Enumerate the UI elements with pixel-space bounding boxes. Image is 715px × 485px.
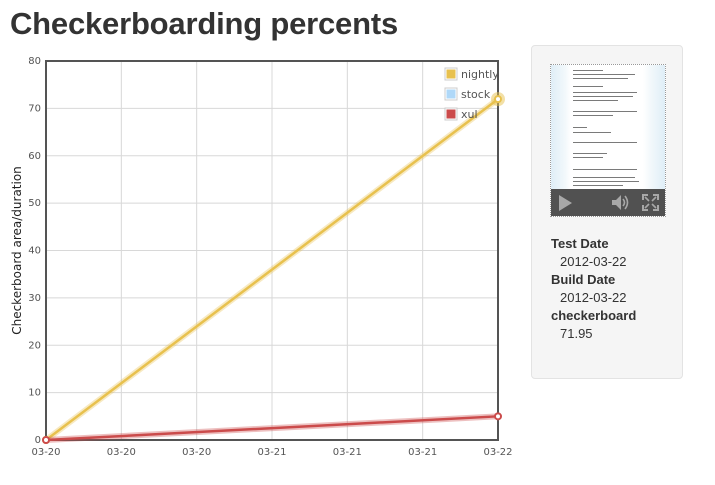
- video-frame-line: [573, 153, 607, 154]
- x-tick-label: 03-21: [257, 447, 286, 458]
- page-title: Checkerboarding percents: [10, 6, 398, 41]
- x-tick-label: 03-22: [483, 447, 512, 458]
- video-frame-line: [573, 169, 637, 170]
- series-line-xul: [45, 415, 499, 442]
- chart-grid: [45, 60, 499, 441]
- video-frame-line: [573, 78, 628, 79]
- test-date-label: Test Date: [551, 236, 609, 251]
- legend-swatch-stock: [446, 89, 456, 99]
- video-frame-line: [573, 185, 623, 186]
- video-frame-line: [573, 177, 635, 178]
- video-frame-line: [573, 181, 639, 182]
- video-player[interactable]: [550, 64, 666, 217]
- y-tick-label: 40: [28, 246, 41, 257]
- y-axis-label: Checkerboard area/duration: [10, 166, 24, 335]
- legend-label-stock: stock: [461, 88, 491, 101]
- checkerboard-value: 71.95: [560, 326, 593, 341]
- video-frame-line: [573, 142, 637, 143]
- legend-swatch-nightly: [446, 69, 456, 79]
- x-tick-label: 03-21: [333, 447, 362, 458]
- y-tick-label: 10: [28, 388, 41, 399]
- video-frame-line: [573, 96, 633, 97]
- plot-area: [45, 60, 499, 441]
- x-tick-label: 03-20: [182, 447, 211, 458]
- volume-icon[interactable]: [611, 194, 631, 211]
- video-frame: [551, 65, 665, 189]
- y-tick-label: 30: [28, 293, 41, 304]
- legend-swatch-xul: [446, 109, 456, 119]
- x-tick-label: 03-20: [107, 447, 136, 458]
- video-frame-line: [573, 132, 611, 133]
- y-tick-label: 60: [28, 151, 41, 162]
- video-frame-line: [573, 100, 618, 101]
- legend-label-xul: xul: [461, 108, 478, 121]
- video-frame-line: [573, 74, 635, 75]
- x-axis-ticks: 03-20 03-20 03-20 03-21 03-21 03-21 03-22: [31, 447, 512, 458]
- video-frame-line: [573, 86, 603, 87]
- test-date-value: 2012-03-22: [560, 254, 627, 269]
- checkerboard-label: checkerboard: [551, 308, 637, 323]
- y-axis-ticks: 0 10 20 30 40 50 60 70 80: [28, 56, 41, 446]
- fullscreen-icon[interactable]: [642, 194, 659, 211]
- x-tick-label: 03-21: [408, 447, 437, 458]
- data-point-nightly[interactable]: [494, 95, 502, 104]
- data-point-xul[interactable]: [42, 436, 50, 444]
- build-date-label: Build Date: [551, 272, 616, 287]
- y-tick-label: 20: [28, 340, 41, 351]
- video-frame-line: [573, 92, 637, 93]
- play-icon[interactable]: [559, 195, 572, 211]
- video-frame-line: [573, 127, 587, 128]
- info-panel: Test Date 2012-03-22 Build Date 2012-03-…: [531, 45, 683, 379]
- video-frame-line: [573, 115, 613, 116]
- video-frame-line: [573, 111, 637, 112]
- legend-label-nightly: nightly: [461, 68, 499, 81]
- video-controls: [551, 189, 665, 216]
- build-date-value: 2012-03-22: [560, 290, 627, 305]
- video-frame-line: [573, 157, 603, 158]
- video-frame-line: [573, 70, 603, 71]
- y-tick-label: 70: [28, 103, 41, 114]
- chart-legend: nightly stock xul: [444, 67, 499, 121]
- x-tick-label: 03-20: [31, 447, 60, 458]
- data-point-xul[interactable]: [494, 412, 502, 421]
- series-line-nightly: [45, 98, 499, 441]
- y-tick-label: 0: [35, 435, 41, 446]
- y-tick-label: 80: [28, 56, 41, 67]
- chart-series: [42, 92, 505, 444]
- y-tick-label: 50: [28, 198, 41, 209]
